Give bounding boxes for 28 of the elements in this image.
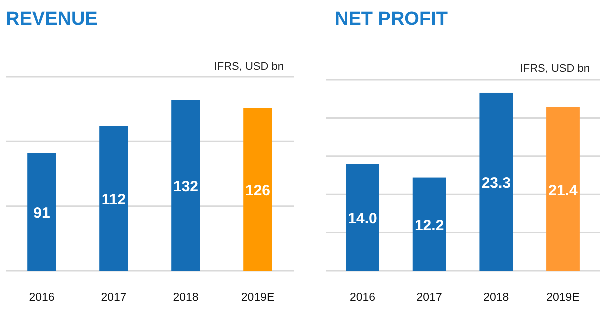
bar (480, 92, 514, 271)
data-label: 91 (34, 205, 50, 222)
bar (172, 100, 200, 271)
chart-title: REVENUE (6, 9, 98, 30)
bar (346, 164, 380, 271)
chart-title: NET PROFIT (335, 9, 448, 30)
data-label: 14.0 (348, 210, 378, 228)
bar (412, 178, 446, 271)
bar (28, 153, 56, 271)
bar (244, 108, 272, 271)
bar (546, 108, 580, 271)
chart-subtitle: IFRS, USD bn (214, 61, 284, 73)
x-tick-label: 2018 (173, 292, 199, 304)
data-label: 23.3 (482, 174, 512, 192)
x-tick-label: 2017 (101, 292, 127, 304)
data-label: 12.2 (414, 217, 444, 234)
x-tick-label: 2017 (416, 292, 442, 304)
x-tick-label: 2019E (241, 292, 275, 304)
data-label: 21.4 (548, 182, 578, 200)
x-tick-label: 2018 (484, 292, 510, 304)
data-label: 112 (102, 192, 126, 209)
x-tick-label: 2016 (29, 292, 55, 304)
data-label: 126 (245, 182, 271, 200)
x-tick-label: 2016 (350, 292, 376, 304)
chart-subtitle: IFRS, USD bn (520, 63, 590, 75)
x-tick-label: 2019E (546, 292, 580, 304)
bar (100, 126, 128, 271)
data-label: 132 (173, 178, 199, 196)
